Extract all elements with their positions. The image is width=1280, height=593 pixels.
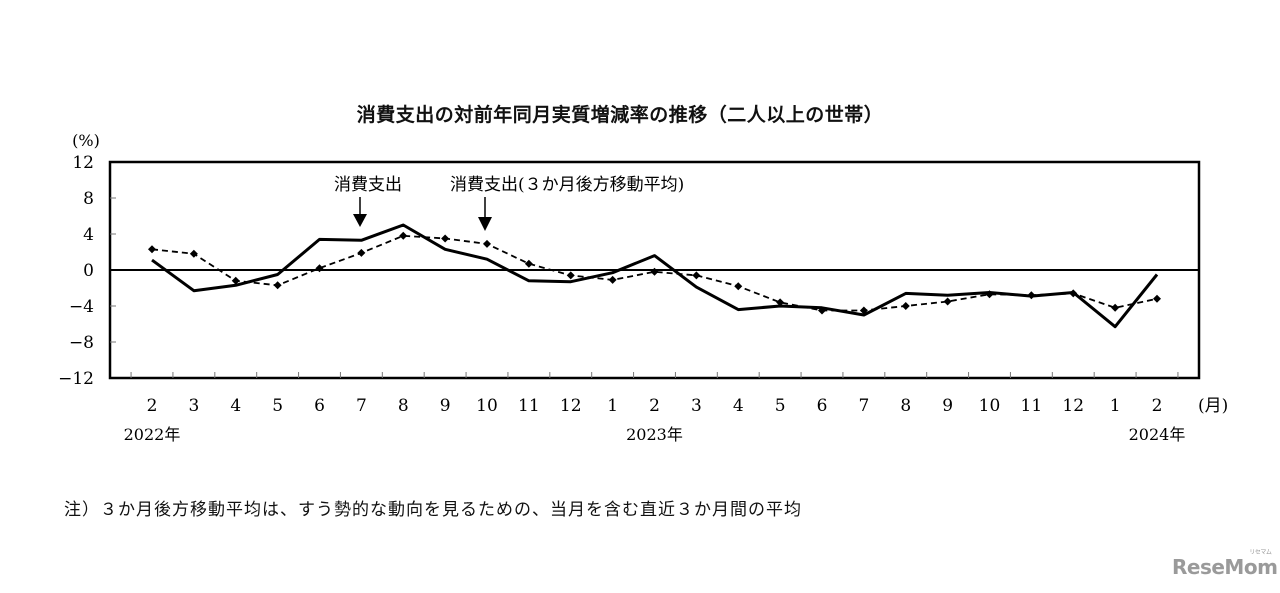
year-label: 2024年 (1129, 425, 1186, 444)
x-tick-label: 2 (649, 396, 660, 416)
x-tick-label: 11 (518, 396, 540, 416)
y-tick-label: 4 (83, 225, 94, 245)
data-marker-diamond-icon (1069, 289, 1078, 298)
series-group (148, 223, 1161, 329)
chart-title: 消費支出の対前年同月実質増減率の推移（二人以上の世帯） (356, 104, 884, 126)
x-tick-label: 8 (398, 396, 409, 416)
data-marker-diamond-icon (273, 281, 282, 290)
year-label: 2022年 (124, 425, 181, 444)
data-marker-diamond-icon (315, 264, 324, 273)
y-tick-label: −12 (58, 369, 94, 389)
x-tick-label: 11 (1021, 396, 1043, 416)
x-tick-label: 5 (775, 396, 786, 416)
data-marker-diamond-icon (985, 290, 994, 299)
x-unit-label: (月) (1198, 396, 1228, 416)
logo-kana: リセマム (1249, 549, 1272, 556)
series-label-moving-average: 消費支出(３か月後方移動平均) (450, 175, 684, 195)
data-marker-diamond-icon (231, 276, 240, 285)
data-marker-diamond-icon (483, 239, 491, 248)
y-axis: 12 8 4 0 −4 −8 −12 (58, 153, 116, 389)
x-tick-label: 12 (560, 396, 582, 416)
x-tick-label: 3 (188, 396, 199, 416)
data-marker-diamond-icon (943, 297, 952, 306)
y-tick-label: 12 (72, 153, 94, 173)
arrow-down-icon (353, 214, 367, 227)
data-marker-diamond-icon (441, 234, 450, 243)
x-tick-label: 7 (858, 396, 869, 416)
x-tick-label: 2 (1152, 396, 1163, 416)
y-tick-label: −4 (69, 297, 94, 317)
y-tick-label: −8 (69, 333, 94, 353)
footnote: 注）３か月後方移動平均は、すう勢的な動向を見るための、当月を含む直近３か月間の平… (64, 500, 802, 520)
data-marker-diamond-icon (859, 306, 868, 315)
x-tick-label: 10 (979, 396, 1001, 416)
y-tick-label: 8 (83, 189, 94, 209)
data-marker-diamond-icon (1111, 303, 1120, 312)
x-tick-label: 8 (900, 396, 911, 416)
data-marker-diamond-icon (524, 259, 533, 268)
annotation-moving-average: 消費支出(３か月後方移動平均) (450, 175, 684, 231)
x-tick-label: 10 (476, 396, 498, 416)
x-tick-label: 3 (691, 396, 702, 416)
x-tick-label: 4 (230, 396, 241, 416)
series-label-consumption: 消費支出 (334, 175, 402, 195)
data-marker-diamond-icon (357, 248, 366, 257)
year-label: 2023年 (626, 425, 683, 444)
data-marker-diamond-icon (650, 267, 659, 276)
x-tick-label: 1 (607, 396, 618, 416)
data-marker-diamond-icon (901, 302, 910, 310)
data-marker-diamond-icon (818, 306, 826, 315)
y-tick-label: 0 (83, 261, 94, 281)
data-marker-diamond-icon (399, 231, 408, 240)
data-marker-diamond-icon (566, 271, 575, 280)
y-unit-label: (%) (72, 131, 100, 150)
x-tick-label: 6 (314, 396, 325, 416)
data-marker-diamond-icon (148, 245, 156, 254)
data-marker-diamond-icon (608, 275, 617, 284)
x-tick-label: 9 (942, 396, 953, 416)
x-tick-label: 9 (440, 396, 451, 416)
annotation-consumption: 消費支出 (334, 175, 402, 227)
data-marker-diamond-icon (1027, 291, 1036, 300)
x-tick-label: 12 (1062, 396, 1084, 416)
data-marker-diamond-icon (189, 249, 198, 258)
x-tick-label: 6 (817, 396, 828, 416)
data-marker-diamond-icon (776, 298, 785, 307)
x-tick-label: 7 (356, 396, 367, 416)
data-marker-diamond-icon (1153, 294, 1161, 303)
arrow-down-icon (478, 217, 492, 231)
x-tick-label: 2 (147, 396, 158, 416)
x-tick-label: 5 (272, 396, 283, 416)
x-tick-label: 4 (733, 396, 744, 416)
data-marker-diamond-icon (734, 282, 743, 291)
logo-text: ReseMom (1172, 555, 1278, 579)
data-marker-diamond-icon (692, 271, 701, 280)
resemom-logo: ReseMom リセマム (1172, 549, 1278, 579)
x-tick-label: 1 (1110, 396, 1121, 416)
